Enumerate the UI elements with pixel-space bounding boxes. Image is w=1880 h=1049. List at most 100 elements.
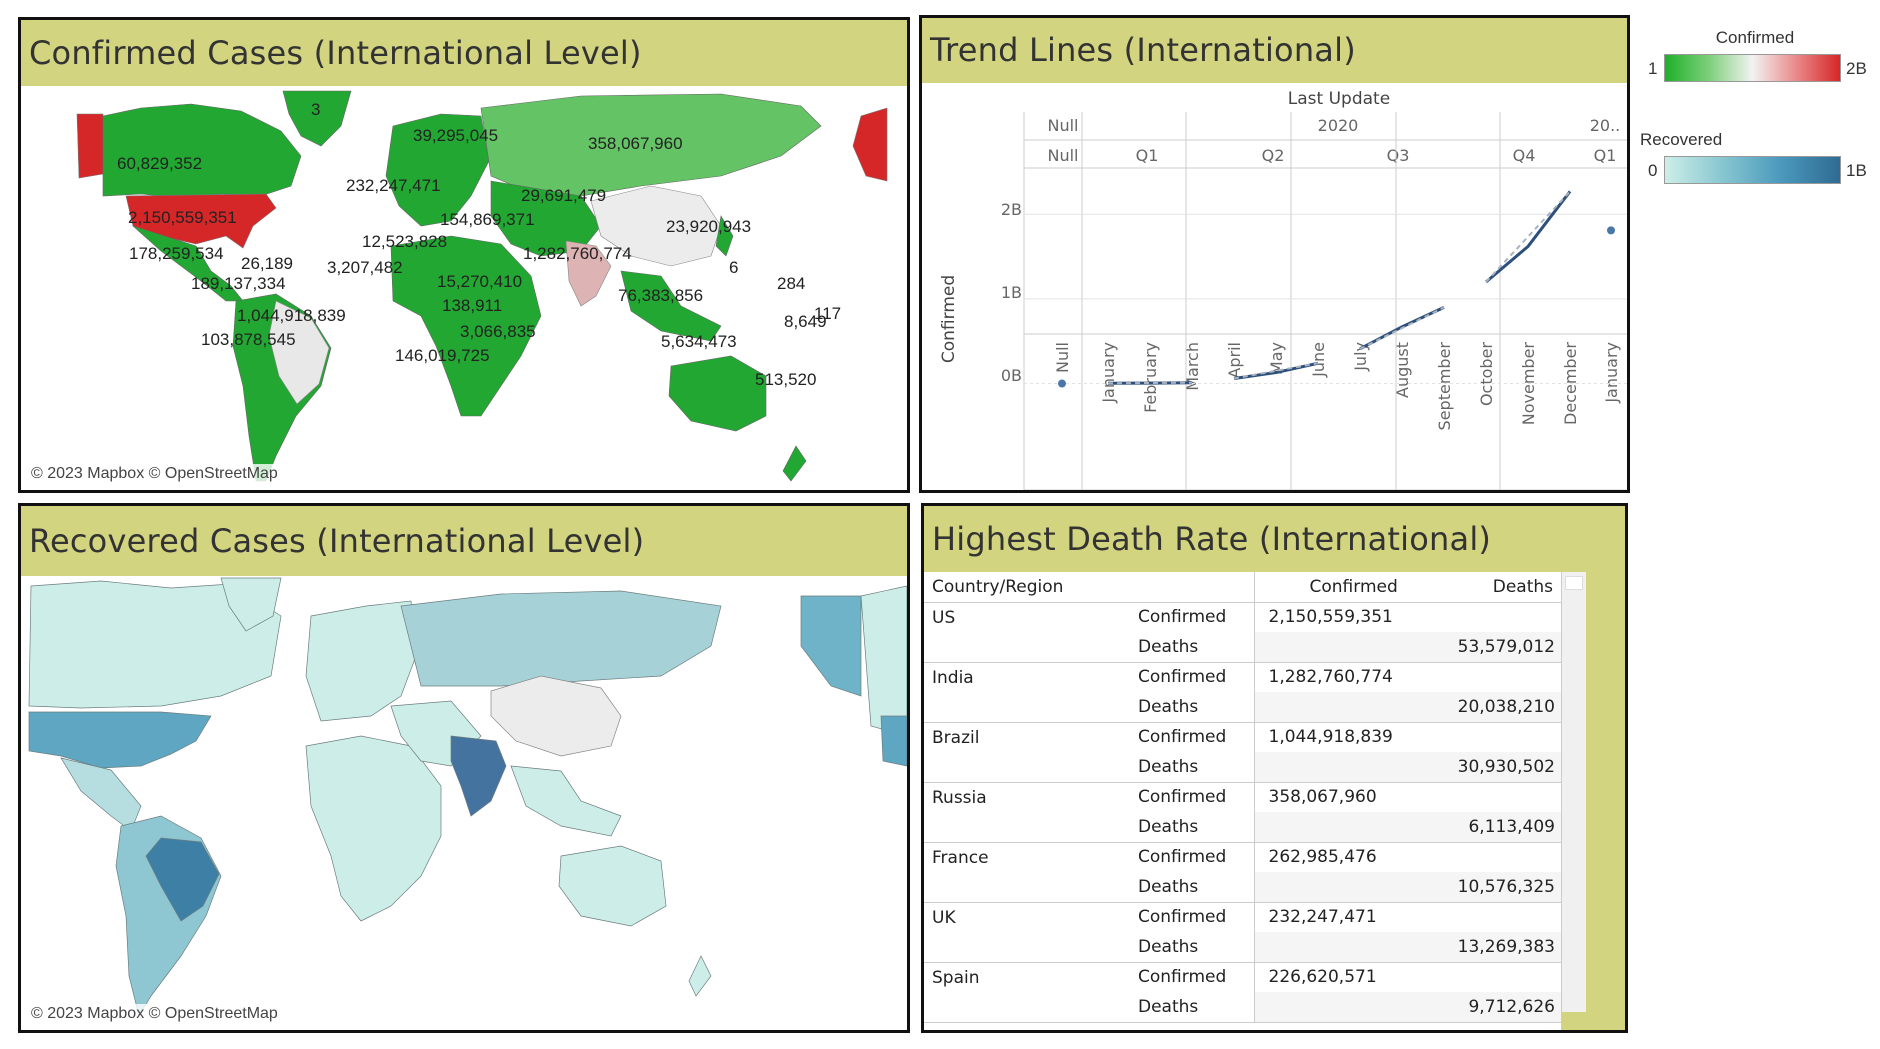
map-value-label: 138,911 <box>442 296 503 315</box>
table-row[interactable]: Deaths 30,930,502 <box>924 752 1561 783</box>
year-2020: 2020 <box>1318 116 1359 135</box>
confirmed-value[interactable]: 1,044,918,839 <box>1253 722 1561 752</box>
map-value-label: 3,207,482 <box>327 258 403 277</box>
confirmed-value[interactable]: 1,282,760,774 <box>1253 662 1561 692</box>
trend-line <box>1485 190 1571 283</box>
measure-label: Deaths <box>1134 752 1254 783</box>
confirmed-value[interactable]: 358,067,960 <box>1253 782 1561 812</box>
deaths-value[interactable]: 10,576,325 <box>1253 872 1561 903</box>
table-scrollbar[interactable] <box>1561 572 1586 1012</box>
map-value-label: 513,520 <box>755 370 817 389</box>
quarter-q1: Q1 <box>1136 146 1159 165</box>
deaths-value[interactable]: 53,579,012 <box>1253 632 1561 663</box>
table-row[interactable]: Deaths 10,576,325 <box>924 872 1561 903</box>
trend-panel: Trend Lines (International) Last Update … <box>919 15 1630 493</box>
country-cell[interactable]: Spain <box>924 962 1134 1023</box>
deaths-value[interactable]: 9,712,626 <box>1253 992 1561 1023</box>
legend-recovered-max: 1B <box>1846 161 1867 180</box>
trend-title: Trend Lines (International) <box>922 18 1627 83</box>
scrollbar-thumb[interactable] <box>1565 576 1583 590</box>
header-country[interactable]: Country/Region <box>932 576 1064 597</box>
deaths-value[interactable]: 30,930,502 <box>1253 752 1561 783</box>
confirmed-map-panel: Confirmed Cases (International Level) <box>18 17 910 493</box>
death-rate-panel: Highest Death Rate (International) Count… <box>921 503 1628 1033</box>
table-row[interactable]: Deaths 9,712,626 <box>924 992 1561 1023</box>
map-value-label: 117 <box>814 304 842 323</box>
map-value-label: 8,649 <box>784 312 827 331</box>
table-row[interactable]: Deaths 6,113,409 <box>924 812 1561 843</box>
header-deaths[interactable]: Deaths <box>1492 577 1553 597</box>
country-cell[interactable]: India <box>924 662 1134 723</box>
measure-label: Confirmed <box>1138 727 1227 748</box>
deaths-value[interactable]: 13,269,383 <box>1253 932 1561 963</box>
table-row[interactable]: Russia Confirmed 358,067,960 <box>924 782 1561 843</box>
table-row[interactable]: US Confirmed 2,150,559,351 <box>924 602 1561 663</box>
measure-label: Deaths <box>1134 692 1254 723</box>
y-tick-label: 1B <box>1001 283 1022 302</box>
series-line[interactable] <box>1107 381 1193 385</box>
x-tick-label: July <box>1351 342 1370 372</box>
measure-label: Deaths <box>1134 812 1254 843</box>
legend-confirmed: Confirmed 1 2B <box>1640 20 1870 90</box>
map-value-label: 15,270,410 <box>437 272 523 291</box>
trend-chart[interactable]: Last Update Null 2020 20.. Null Q1 Q2 Q3… <box>922 84 1627 490</box>
year-next: 20.. <box>1590 116 1621 135</box>
data-point[interactable] <box>1607 226 1615 235</box>
map-value-label: 154,869,371 <box>440 210 535 229</box>
measure-label: Deaths <box>1134 632 1254 663</box>
legend-confirmed-max: 2B <box>1846 59 1867 78</box>
recovered-map[interactable]: © 2023 Mapbox © OpenStreetMap <box>21 576 907 1030</box>
confirmed-map[interactable]: 3 39,295,045 358,067,960 60,829,352 232,… <box>21 86 907 490</box>
map-value-label: 12,523,828 <box>362 232 448 251</box>
y-tick-label: 0B <box>1001 366 1022 385</box>
map-value-label: 26,189 <box>241 254 293 273</box>
deaths-value[interactable]: 6,113,409 <box>1253 812 1561 843</box>
y-axis-label: Confirmed <box>939 275 959 363</box>
measure-label: Confirmed <box>1138 907 1227 928</box>
series-line[interactable] <box>1233 361 1319 380</box>
header-confirmed[interactable]: Confirmed <box>1309 577 1398 597</box>
table-row[interactable]: Deaths 53,579,012 <box>924 632 1561 663</box>
table-row[interactable]: India Confirmed 1,282,760,774 <box>924 662 1561 723</box>
x-tick-label: May <box>1267 342 1286 375</box>
measure-label: Confirmed <box>1138 787 1227 808</box>
data-point[interactable] <box>1058 379 1066 388</box>
country-cell[interactable]: US <box>924 602 1134 663</box>
table-row[interactable]: Deaths 13,269,383 <box>924 932 1561 963</box>
map-value-label: 1,044,918,839 <box>237 306 346 325</box>
map-value-label: 76,383,856 <box>618 286 704 305</box>
x-tick-label: Null <box>1053 342 1072 373</box>
trend-svg: Last Update Null 2020 20.. Null Q1 Q2 Q3… <box>939 89 1627 490</box>
table-row[interactable]: Brazil Confirmed 1,044,918,839 <box>924 722 1561 783</box>
table-row[interactable]: Spain Confirmed 226,620,571 <box>924 962 1561 1023</box>
year-null: Null <box>1048 116 1079 135</box>
country-cell[interactable]: Russia <box>924 782 1134 843</box>
confirmed-value[interactable]: 226,620,571 <box>1253 962 1561 992</box>
table-row[interactable]: Deaths 20,038,210 <box>924 692 1561 723</box>
confirmed-value[interactable]: 262,985,476 <box>1253 842 1561 872</box>
table-row[interactable]: France Confirmed 262,985,476 <box>924 842 1561 903</box>
map-credit[interactable]: © 2023 Mapbox © OpenStreetMap <box>27 464 282 484</box>
map-value-label: 232,247,471 <box>346 176 441 195</box>
confirmed-value[interactable]: 2,150,559,351 <box>1253 602 1561 632</box>
confirmed-map-shapes <box>76 90 888 482</box>
legend-confirmed-bar <box>1664 54 1841 82</box>
measure-label: Confirmed <box>1138 607 1227 628</box>
country-cell[interactable]: Brazil <box>924 722 1134 783</box>
map-credit[interactable]: © 2023 Mapbox © OpenStreetMap <box>27 1004 282 1024</box>
country-cell[interactable]: France <box>924 842 1134 903</box>
series-line[interactable] <box>1485 190 1572 284</box>
table-row[interactable]: UK Confirmed 232,247,471 <box>924 902 1561 963</box>
confirmed-value[interactable]: 232,247,471 <box>1253 902 1561 932</box>
death-rate-table: Country/Region Confirmed Deaths US Confir… <box>924 572 1561 1023</box>
death-rate-table-area[interactable]: Country/Region Confirmed Deaths US Confir… <box>924 572 1561 1030</box>
deaths-value[interactable]: 20,038,210 <box>1253 692 1561 723</box>
quarter-q1-next: Q1 <box>1594 146 1617 165</box>
legend-recovered-bar <box>1664 156 1841 184</box>
legend-confirmed-min: 1 <box>1648 59 1658 78</box>
quarter-q3: Q3 <box>1387 146 1410 165</box>
country-cell[interactable]: UK <box>924 902 1134 963</box>
map-value-label: 60,829,352 <box>117 154 203 173</box>
series-line[interactable] <box>1359 306 1445 351</box>
x-tick-label: January <box>1099 342 1118 404</box>
